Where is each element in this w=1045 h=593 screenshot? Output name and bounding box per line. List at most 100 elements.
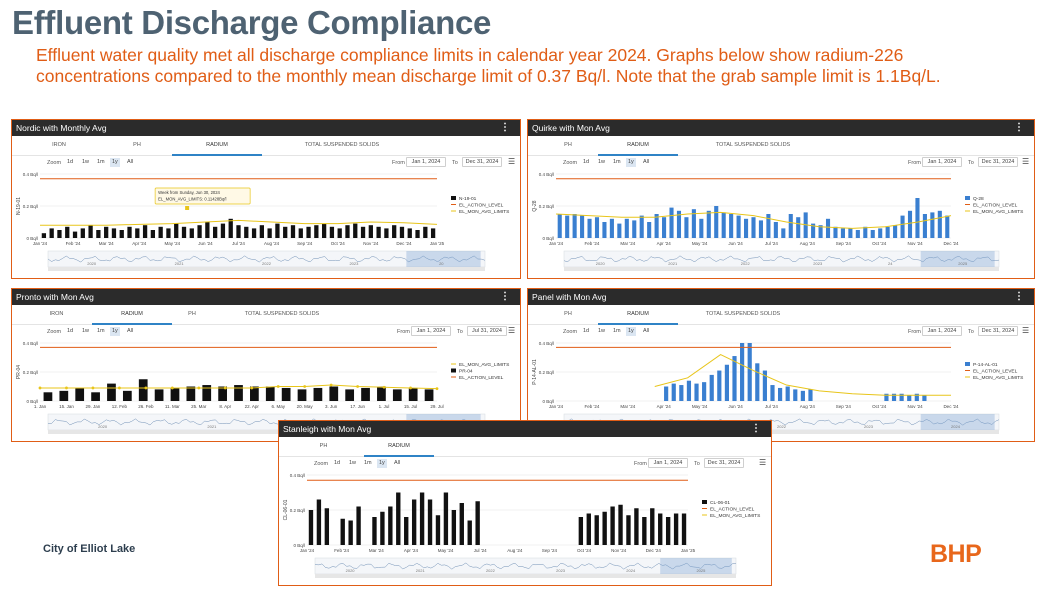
data-bar[interactable] [360,226,366,238]
data-bar[interactable] [368,225,373,238]
data-bar[interactable] [111,228,117,238]
tab-ph[interactable]: PH [564,311,572,317]
data-bar[interactable] [755,363,760,401]
data-bar[interactable] [654,214,659,238]
data-bar[interactable] [313,387,323,401]
zoom-button-1y[interactable]: 1y [110,327,120,336]
data-bar[interactable] [758,220,764,238]
zoom-button-1m[interactable]: 1m [613,159,621,165]
data-bar[interactable] [411,499,417,546]
data-bar[interactable] [679,385,684,401]
data-bar[interactable] [825,218,831,238]
data-bar[interactable] [265,386,275,402]
data-bar[interactable] [377,386,386,402]
avg-limit-point[interactable] [197,386,201,390]
tab-radium[interactable]: RADIUM [627,142,649,148]
data-bar[interactable] [57,230,62,238]
data-bar[interactable] [348,520,353,546]
kebab-menu-icon[interactable]: ⋮ [751,423,761,434]
data-bar[interactable] [870,230,875,238]
to-date-input[interactable]: Jul 31, 2024 [467,326,507,336]
data-bar[interactable] [762,370,767,401]
zoom-button-1w[interactable]: 1w [598,159,606,165]
zoom-button-1w[interactable]: 1w [82,159,90,165]
data-bar[interactable] [665,517,671,545]
data-bar[interactable] [419,492,425,546]
data-bar[interactable] [632,220,637,238]
avg-limit-point[interactable] [170,386,174,390]
data-bar[interactable] [345,225,350,238]
navigator-scrollbar[interactable] [315,574,736,578]
data-bar[interactable] [709,374,714,401]
data-bar[interactable] [922,395,927,401]
kebab-menu-icon[interactable]: ⋮ [500,122,510,133]
data-bar[interactable] [721,212,726,238]
data-bar[interactable] [602,511,607,545]
data-bar[interactable] [855,230,860,238]
data-bar[interactable] [724,364,730,401]
data-bar[interactable] [945,215,950,238]
data-bar[interactable] [415,230,420,238]
zoom-button-all[interactable]: All [127,328,134,334]
data-bar[interactable] [743,218,749,238]
from-date-input[interactable]: Jan 1, 2024 [648,458,688,468]
data-bar[interactable] [259,225,264,238]
data-bar[interactable] [407,228,412,238]
data-bar[interactable] [669,207,674,238]
data-bar[interactable] [174,223,179,238]
data-bar[interactable] [650,508,655,545]
data-bar[interactable] [609,218,614,238]
data-bar[interactable] [88,225,93,238]
data-bar[interactable] [392,389,402,401]
data-bar[interactable] [380,511,385,545]
to-date-input[interactable]: Dec 31, 2024 [704,458,744,468]
data-bar[interactable] [337,228,342,238]
zoom-button-all[interactable]: All [394,460,401,466]
data-bar[interactable] [618,504,623,545]
legend-item[interactable]: EL_MON_AVG_LIMITS [459,362,509,368]
from-date-input[interactable]: Jan 1, 2024 [406,157,446,167]
data-bar[interactable] [714,206,719,238]
data-bar[interactable] [676,210,682,238]
data-bar[interactable] [306,226,311,238]
avg-limit-point[interactable] [223,386,227,390]
zoom-button-all[interactable]: All [127,159,134,165]
navigator-selection-handle[interactable] [920,251,995,267]
zoom-button-1d[interactable]: 1d [67,159,74,165]
data-bar[interactable] [664,386,669,402]
legend-item[interactable]: EL_MON_AVG_LIMITS [973,209,1023,215]
data-bar[interactable] [914,393,919,401]
data-bar[interactable] [154,389,164,401]
data-bar[interactable] [747,343,752,401]
data-bar[interactable] [122,390,132,401]
data-bar[interactable] [878,228,883,238]
data-bar[interactable] [770,385,775,401]
data-bar[interactable] [578,517,584,545]
tab-ph[interactable]: PH [564,142,572,148]
data-bar[interactable] [459,503,464,545]
kebab-menu-icon[interactable]: ⋮ [1014,122,1024,133]
data-bar[interactable] [594,217,600,238]
data-bar[interactable] [777,387,783,401]
data-bar[interactable] [275,223,280,238]
navigator-selection-handle[interactable] [660,558,732,574]
data-bar[interactable] [150,230,156,238]
hamburger-menu-icon[interactable]: ☰ [508,326,516,335]
data-bar[interactable] [65,226,70,238]
data-bar[interactable] [658,513,663,546]
data-bar[interactable] [891,393,897,401]
data-bar[interactable] [694,383,699,401]
data-bar[interactable] [127,226,132,238]
data-bar[interactable] [565,215,570,238]
data-bar[interactable] [372,517,377,545]
avg-limit-point[interactable] [118,386,121,390]
data-bar[interactable] [773,222,778,238]
navigator-scrollbar[interactable] [48,430,485,434]
to-date-input[interactable]: Dec 31, 2024 [462,157,502,167]
data-bar[interactable] [751,217,756,238]
data-bar[interactable] [617,223,622,238]
zoom-button-1y[interactable]: 1y [626,158,636,167]
tab-total-suspended-solids[interactable]: TOTAL SUSPENDED SOLIDS [715,142,791,148]
data-bar[interactable] [250,386,259,402]
data-bar[interactable] [788,214,793,238]
